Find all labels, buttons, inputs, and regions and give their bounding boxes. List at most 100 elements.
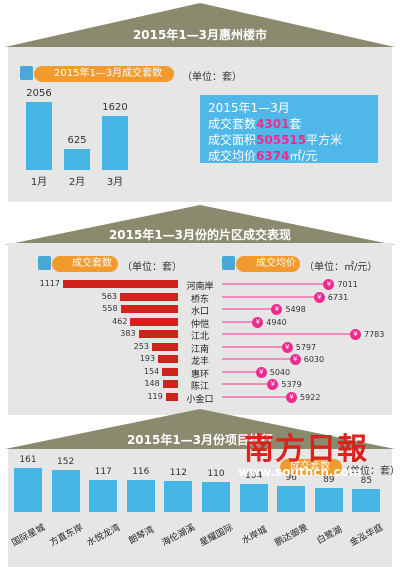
price-dot: ¥ (281, 341, 293, 353)
bar (130, 317, 178, 326)
price-line (222, 383, 270, 385)
data-label: 89 (323, 474, 335, 485)
bar (26, 102, 52, 170)
price-line (222, 395, 289, 398)
data-label: 7783 (364, 330, 385, 339)
data-label: 563 (101, 291, 118, 301)
tick-label: 仲恺 (190, 319, 209, 330)
tick-label: 3月 (106, 177, 124, 188)
price-dot: ¥ (350, 329, 361, 340)
data-label: 6731 (327, 292, 349, 302)
data-label: 112 (169, 468, 187, 479)
bar (120, 292, 178, 301)
price-line (222, 333, 352, 335)
bar (63, 280, 178, 288)
bar (164, 481, 193, 512)
data-label: 1620 (102, 102, 128, 114)
data-label: 5379 (281, 380, 302, 389)
price-dot: ¥ (267, 379, 279, 390)
data-label: 5922 (300, 392, 321, 402)
price-line (222, 358, 292, 360)
data-label: 625 (67, 135, 87, 147)
price-dot: ¥ (271, 304, 283, 315)
data-label: 148 (144, 379, 160, 388)
bar (89, 480, 118, 512)
bar (151, 342, 178, 351)
data-label: 6030 (303, 355, 325, 364)
section-roof (5, 205, 395, 245)
price-pill: 成交均价 (236, 256, 300, 272)
data-label: 152 (57, 457, 75, 468)
data-label: 119 (147, 391, 163, 401)
price-dot: ¥ (323, 279, 335, 290)
section-roof (5, 3, 395, 47)
summary-units: 成交套数4301套 (208, 117, 302, 131)
tick-label: 龙丰 (190, 357, 209, 367)
data-label: 117 (94, 467, 112, 478)
data-label: 96 (285, 472, 297, 483)
price-line (222, 370, 258, 373)
summary-price: 成交均价6374㎡/元 (208, 149, 318, 163)
section-title: 2015年1—3月惠州楼市 (132, 28, 268, 42)
price-dot: ¥ (289, 354, 301, 365)
bar (352, 488, 381, 512)
website-url: www.southcn.com (238, 465, 362, 479)
data-label: 558 (102, 304, 118, 313)
data-label: 2056 (26, 88, 52, 99)
summary-box: 2015年1—3月 成交套数4301套 成交面积505515平方米 成交均价63… (200, 95, 378, 163)
price-line (222, 283, 326, 285)
house-icon (38, 256, 51, 270)
data-label: 161 (19, 455, 37, 465)
price-dot: ¥ (252, 316, 264, 328)
bar (165, 392, 178, 401)
ranking-pill: 成交套数 (280, 459, 342, 475)
house-icon (20, 66, 33, 80)
monthly-pill: 2015年1—3月成交套数 (34, 66, 174, 82)
bar (64, 149, 90, 170)
bar (126, 480, 155, 512)
data-label: 462 (112, 316, 128, 326)
price-line (222, 320, 255, 323)
summary-area: 成交面积505515平方米 (208, 133, 343, 147)
data-label: 253 (133, 341, 149, 351)
bar (162, 380, 178, 388)
tick-label: 江北 (190, 332, 209, 342)
section-roof (5, 409, 395, 449)
data-label: 5040 (269, 367, 291, 377)
data-label: 5498 (285, 305, 306, 314)
bar (277, 485, 306, 512)
newspaper-logo: 南方日報 (244, 432, 368, 467)
bar (138, 330, 178, 338)
data-label: 85 (360, 475, 373, 486)
price-line (222, 345, 284, 348)
data-label: 5797 (295, 342, 317, 352)
count-pill: 成交套数 (52, 256, 118, 272)
house-icon (222, 256, 235, 270)
monthly-unit: （单位：套） (182, 72, 242, 83)
tick-label: 1月 (30, 177, 48, 188)
tick-label: 河南岸 (186, 282, 214, 292)
data-label: 193 (139, 354, 156, 363)
section-title: 2015年1—3月份项目排行 (126, 433, 274, 447)
data-label: 116 (132, 467, 150, 478)
tick-label: 小金口 (186, 394, 214, 405)
data-label: 1117 (39, 279, 60, 288)
bar (51, 470, 80, 512)
bar (202, 481, 230, 512)
tick-label: 桥东 (190, 294, 209, 305)
bar (14, 468, 42, 512)
bar (120, 305, 178, 313)
tick-label: 陈江 (190, 382, 209, 392)
data-label: 4940 (266, 317, 287, 327)
summary-period: 2015年1—3月 (208, 101, 290, 115)
price-dot: ¥ (286, 391, 298, 403)
data-label: 7011 (337, 280, 358, 289)
tick-label: 惠环 (190, 369, 209, 380)
data-label: 154 (143, 366, 160, 376)
bar (158, 355, 178, 363)
price-unit: （单位：㎡/元） (304, 262, 378, 273)
price-dot: ¥ (255, 366, 267, 378)
bar (314, 487, 343, 512)
data-label: 104 (245, 470, 263, 481)
tick-label: 水口 (190, 307, 209, 317)
